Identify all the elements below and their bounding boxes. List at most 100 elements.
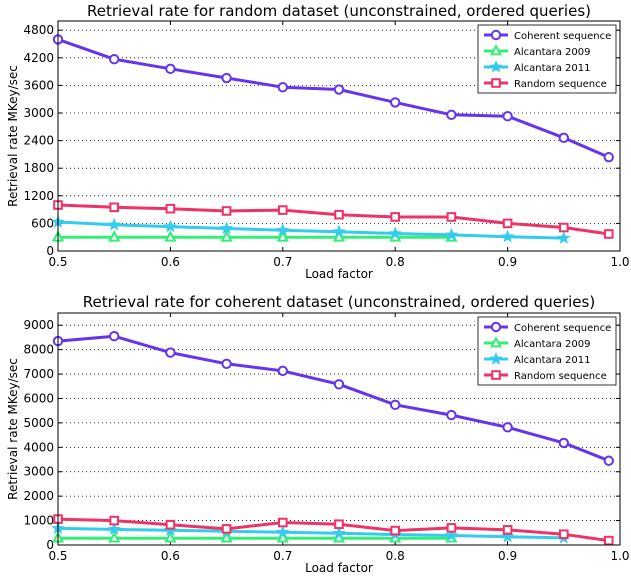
y-tick-label: 6000 (23, 391, 54, 405)
x-tick-label: 0.5 (48, 255, 67, 269)
y-tick-label: 1000 (23, 514, 54, 528)
data-point (109, 53, 120, 65)
data-point (165, 347, 176, 358)
legend-marker (490, 29, 502, 41)
chart-title: Retrieval rate for coherent dataset (unc… (83, 293, 595, 311)
data-point (558, 132, 569, 144)
data-point (332, 224, 346, 238)
data-point (333, 84, 345, 95)
y-tick-label: 3000 (23, 465, 54, 479)
y-tick-label: 1800 (23, 161, 54, 175)
y-tick-label: 8000 (23, 343, 54, 357)
data-point (221, 358, 232, 369)
x-tick-label: 0.7 (273, 255, 292, 269)
data-point (219, 221, 234, 235)
legend-marker (489, 44, 503, 56)
y-axis-label: Retrieval rate MKey/sec (6, 358, 20, 500)
data-point (278, 205, 288, 215)
data-point (332, 526, 346, 539)
data-point (446, 409, 457, 421)
data-point (220, 531, 233, 543)
data-point (390, 399, 401, 411)
data-point (388, 226, 402, 240)
y-tick-label: 9000 (23, 318, 54, 332)
series-coherent-sequence (52, 331, 614, 466)
data-point (109, 515, 120, 526)
data-point (390, 97, 401, 108)
x-tick-label: 1.0 (610, 255, 629, 269)
y-axis-label: Retrieval rate MKey/sec (6, 65, 20, 207)
x-tick-label: 0.8 (386, 549, 405, 563)
data-point (108, 230, 121, 242)
data-point (500, 229, 515, 243)
x-axis-label: Load factor (305, 561, 373, 575)
y-tick-label: 3600 (23, 78, 54, 92)
data-point (559, 529, 569, 540)
y-tick-label: 4800 (23, 23, 54, 37)
plot-frame (57, 312, 621, 546)
data-point (603, 229, 614, 239)
data-point (277, 365, 288, 377)
legend-label: Random sequence (514, 79, 607, 90)
series-line (57, 526, 564, 540)
data-point (221, 72, 232, 84)
data-point (278, 517, 288, 528)
series-alcantara-2011 (51, 215, 571, 244)
chart-2: Retrieval rate for coherent dataset (unc… (6, 293, 630, 575)
legend-label: Alcantara 2011 (514, 355, 591, 366)
data-point (502, 525, 513, 535)
data-point (164, 531, 177, 543)
legend-marker (491, 78, 501, 88)
y-tick-label: 0 (46, 244, 54, 258)
data-point (109, 331, 120, 342)
data-point (334, 209, 344, 220)
data-point (444, 528, 459, 542)
data-point (334, 519, 344, 530)
data-point (502, 111, 513, 122)
legend: Coherent sequence Alcantara 2009 Alcantara… (477, 24, 617, 94)
x-tick-label: 0.8 (386, 255, 405, 269)
data-point (220, 230, 233, 242)
y-tick-label: 4200 (23, 51, 54, 65)
legend-marker (489, 336, 503, 348)
chart-1: Retrieval rate for random dataset (uncon… (6, 2, 630, 281)
y-tick-label: 600 (31, 216, 54, 230)
legend-marker (491, 370, 501, 380)
x-tick-label: 0.6 (161, 255, 180, 269)
data-point (109, 202, 120, 213)
data-point (500, 529, 515, 543)
data-point (603, 151, 614, 163)
data-point (502, 218, 513, 229)
data-point (163, 219, 178, 233)
data-point (108, 531, 121, 543)
data-point (276, 531, 289, 543)
data-point (559, 222, 569, 233)
data-point (444, 227, 459, 241)
x-tick-label: 0.9 (498, 255, 517, 269)
chart-title: Retrieval rate for random dataset (uncon… (87, 2, 591, 20)
y-tick-label: 2400 (23, 134, 54, 148)
data-point (277, 82, 288, 93)
data-point (446, 212, 457, 222)
series-random-sequence (53, 514, 614, 546)
legend-marker (489, 352, 503, 365)
legend: Coherent sequence Alcantara 2009 Alcantara… (477, 316, 617, 386)
x-tick-label: 0.5 (48, 549, 67, 563)
data-point (164, 230, 177, 242)
data-point (221, 524, 232, 534)
data-point (502, 422, 513, 433)
x-tick-label: 0.6 (161, 549, 180, 563)
data-point (107, 522, 121, 536)
series-line (57, 220, 564, 240)
data-point (221, 206, 232, 216)
data-point (332, 230, 346, 242)
data-point (165, 63, 176, 75)
x-tick-label: 1.0 (610, 549, 629, 563)
plot-frame (57, 20, 621, 252)
data-point (107, 217, 121, 231)
legend-label: Alcantara 2009 (514, 339, 591, 350)
y-tick-label: 4000 (23, 440, 54, 454)
legend-label: Alcantara 2011 (514, 63, 591, 74)
series-coherent-sequence (52, 34, 614, 163)
legend-label: Coherent sequence (514, 323, 611, 334)
